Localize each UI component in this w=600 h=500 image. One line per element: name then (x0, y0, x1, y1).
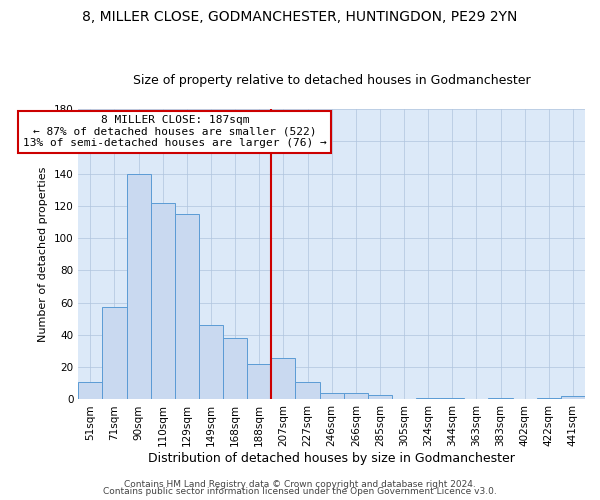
Text: Contains HM Land Registry data © Crown copyright and database right 2024.: Contains HM Land Registry data © Crown c… (124, 480, 476, 489)
Bar (537, 398, 561, 400)
Bar (295, 382, 320, 400)
Title: Size of property relative to detached houses in Godmanchester: Size of property relative to detached ho… (133, 74, 530, 87)
Bar (175, 214, 199, 400)
Bar (103, 308, 127, 400)
Bar (440, 398, 464, 400)
Bar (199, 325, 223, 400)
Bar (344, 393, 368, 400)
Bar (223, 338, 247, 400)
Bar (127, 174, 151, 400)
Text: 8, MILLER CLOSE, GODMANCHESTER, HUNTINGDON, PE29 2YN: 8, MILLER CLOSE, GODMANCHESTER, HUNTINGD… (82, 10, 518, 24)
Bar (247, 364, 271, 400)
Bar (271, 358, 295, 400)
Bar (320, 393, 344, 400)
Bar (488, 398, 512, 400)
Bar (416, 398, 440, 400)
Y-axis label: Number of detached properties: Number of detached properties (38, 166, 48, 342)
Bar (151, 202, 175, 400)
Bar (368, 394, 392, 400)
Text: 8 MILLER CLOSE: 187sqm
← 87% of detached houses are smaller (522)
13% of semi-de: 8 MILLER CLOSE: 187sqm ← 87% of detached… (23, 115, 326, 148)
Bar (561, 396, 585, 400)
Bar (79, 382, 103, 400)
X-axis label: Distribution of detached houses by size in Godmanchester: Distribution of detached houses by size … (148, 452, 515, 465)
Text: Contains public sector information licensed under the Open Government Licence v3: Contains public sector information licen… (103, 487, 497, 496)
